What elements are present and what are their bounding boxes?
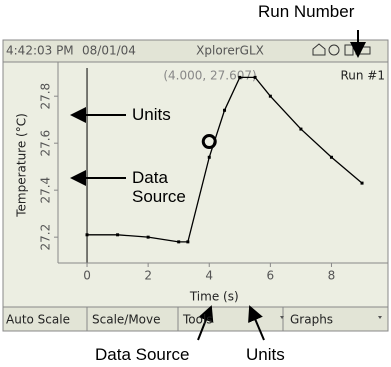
annotation: Units xyxy=(246,345,285,364)
data-point xyxy=(253,75,257,79)
toolbar-button: Graphs xyxy=(290,313,333,327)
data-point xyxy=(207,155,211,159)
app-name: XplorerGLX xyxy=(196,44,264,58)
data-point xyxy=(360,181,364,185)
data-point xyxy=(329,155,333,159)
annotation: Data Source xyxy=(95,345,190,364)
x-tick-label: 4 xyxy=(205,269,213,283)
x-tick-label: 2 xyxy=(144,269,152,283)
cursor xyxy=(201,134,217,150)
toolbar-button: Auto Scale xyxy=(6,313,70,327)
annotation: Data Source xyxy=(132,168,186,206)
data-point xyxy=(238,75,242,79)
data-point xyxy=(146,235,150,239)
screen xyxy=(2,39,389,332)
y-tick-label: 27.2 xyxy=(39,224,53,251)
y-tick-label: 27.4 xyxy=(39,177,53,204)
x-axis-title: Time (s) xyxy=(189,290,239,304)
x-tick-label: 8 xyxy=(328,269,336,283)
toolbar-button: Scale/Move xyxy=(92,313,161,327)
data-point xyxy=(268,94,272,98)
run-label: Run #1 xyxy=(340,69,385,83)
status-icons xyxy=(312,43,371,56)
data-point xyxy=(116,233,120,237)
y-axis-title: Temperature (°C) xyxy=(15,113,29,218)
date: 08/01/04 xyxy=(82,44,136,58)
cursor-readout: (4.000, 27.607) xyxy=(163,69,256,83)
y-tick-label: 27.8 xyxy=(39,83,53,110)
data-point xyxy=(177,240,181,244)
annotation: Run Number xyxy=(258,2,355,21)
x-tick-label: 0 xyxy=(83,269,91,283)
toolbar xyxy=(2,306,389,332)
status-bar xyxy=(2,39,389,63)
data-point xyxy=(299,127,303,131)
data-point xyxy=(223,108,227,112)
x-tick-label: 6 xyxy=(267,269,275,283)
toolbar-button: Tools xyxy=(182,313,213,327)
data-point xyxy=(186,240,190,244)
y-tick-label: 27.6 xyxy=(39,130,53,157)
data-point xyxy=(85,233,89,237)
time: 4:42:03 PM xyxy=(6,44,74,58)
annotation: Units xyxy=(132,105,171,124)
